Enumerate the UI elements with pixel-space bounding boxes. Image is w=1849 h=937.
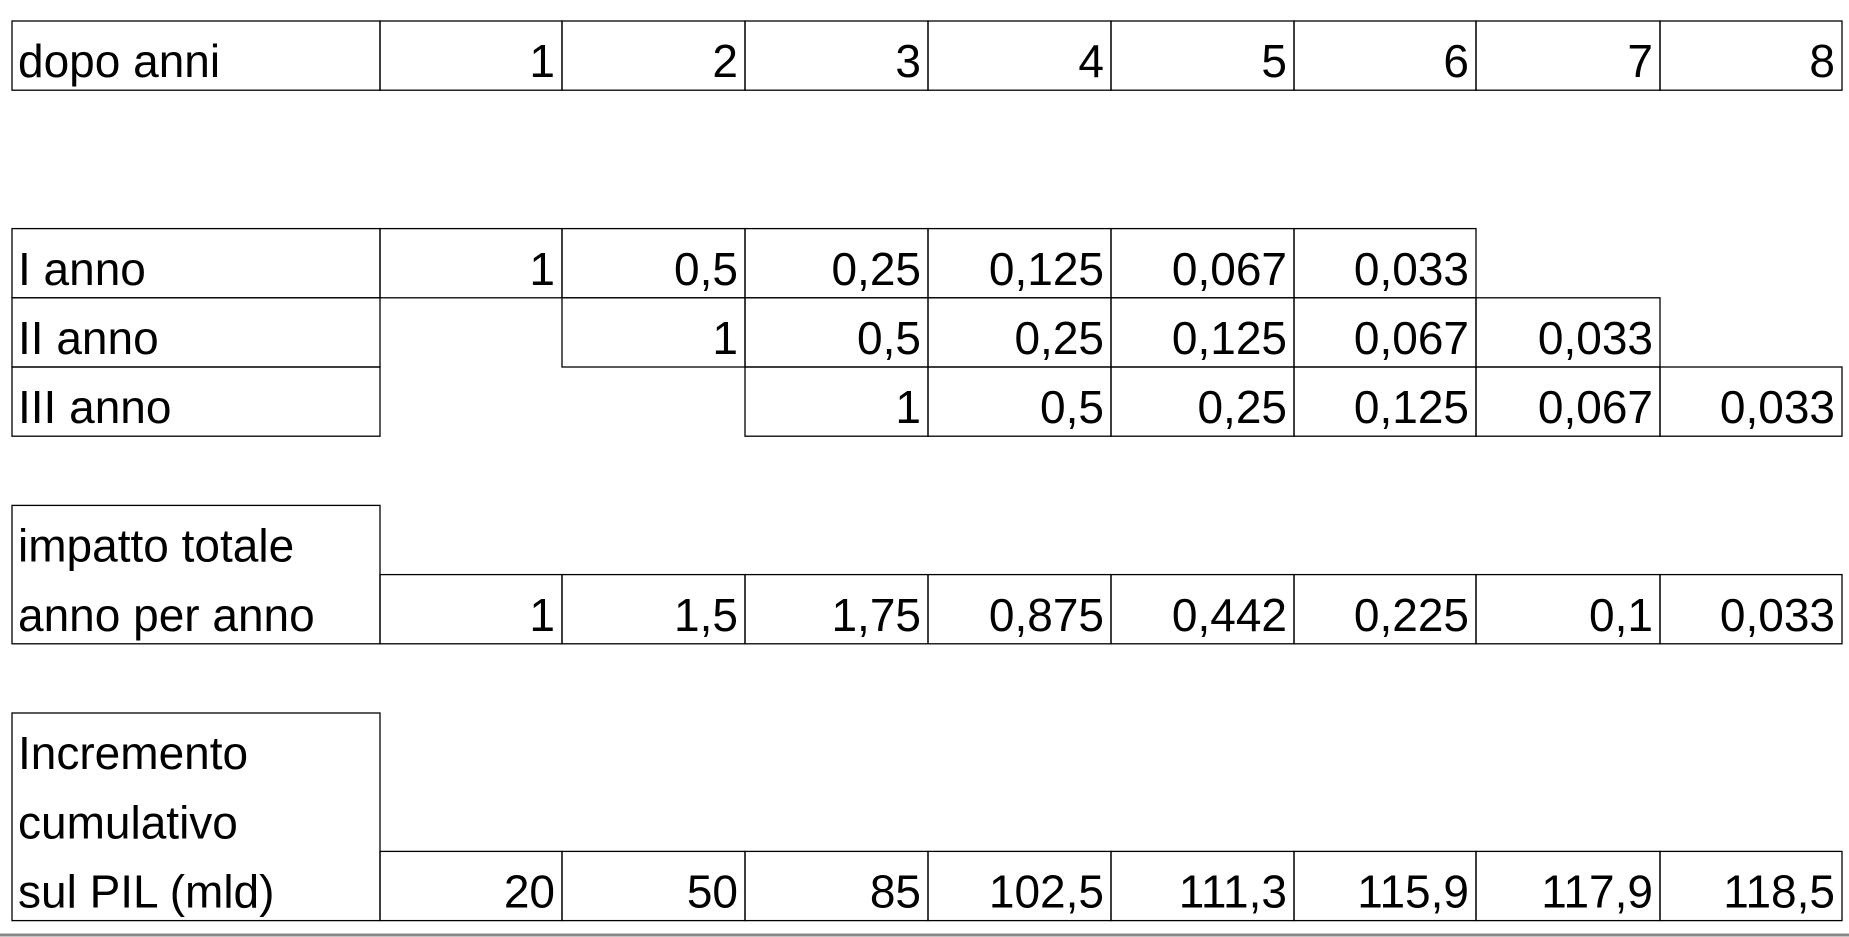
cell-value: 0,25 [1014,312,1104,364]
cell [11,712,381,922]
cell-value: 0,5 [674,243,738,295]
row-label: anno per anno [18,589,315,641]
cell-value: 0,033 [1354,243,1469,295]
cell-value: 0,125 [1172,312,1287,364]
cell-value: 1 [529,589,555,641]
cell-value: 1 [529,243,555,295]
cell-value: 0,033 [1720,381,1835,433]
cell-value: 1 [529,35,555,87]
cell-value: 1,75 [831,589,921,641]
cell-value: 0,067 [1538,381,1653,433]
cell-value: 117,9 [1541,866,1653,918]
cell-value: 0,067 [1354,312,1469,364]
cell-value: 0,1 [1589,589,1653,641]
cell-value: 0,033 [1538,312,1653,364]
cell [1659,850,1843,922]
cell [1659,573,1843,645]
cell-value: 4 [1078,35,1104,87]
cell-value: 0,5 [857,312,921,364]
cell-value: 3 [895,35,921,87]
cell-value: 0,067 [1172,243,1287,295]
cell-value: 85 [870,866,921,918]
row-label: Incremento [18,727,248,779]
row-label: impatto totale [18,520,294,572]
cell-value: 111,3 [1179,866,1287,918]
cell-value: 102,5 [989,866,1104,918]
cell-value: 20 [504,866,555,918]
cell-value: 6 [1443,35,1469,87]
header-label: dopo anni [18,35,220,87]
cell-value: 7 [1627,35,1653,87]
cell-value: 50 [687,866,738,918]
cell-value: 0,125 [1354,381,1469,433]
cell-value: 2 [712,35,738,87]
row-label: III anno [18,381,171,433]
cell-value: 1 [712,312,738,364]
cell-value: 1 [895,381,921,433]
cell-value: 0,125 [989,243,1104,295]
cell [11,366,381,437]
cell-value: 1,5 [674,589,738,641]
cell-value: 0,5 [1040,381,1104,433]
row-label: I anno [18,243,146,295]
cell-value: 0,033 [1720,589,1835,641]
row-label: II anno [18,312,159,364]
cell [1659,20,1843,91]
cell-value: 0,875 [989,589,1104,641]
row-label: sul PIL (mld) [18,866,274,918]
cell-value: 118,5 [1723,866,1835,918]
cell-value: 5 [1261,35,1287,87]
cell-value: 0,225 [1354,589,1469,641]
cell [1659,366,1843,437]
cell-value: 0,25 [831,243,921,295]
cell-value: 8 [1809,35,1835,87]
cell-value: 0,442 [1172,589,1287,641]
row-label: cumulativo [18,796,238,848]
cell-value: 0,25 [1197,381,1287,433]
cell-value: 115,9 [1357,866,1469,918]
